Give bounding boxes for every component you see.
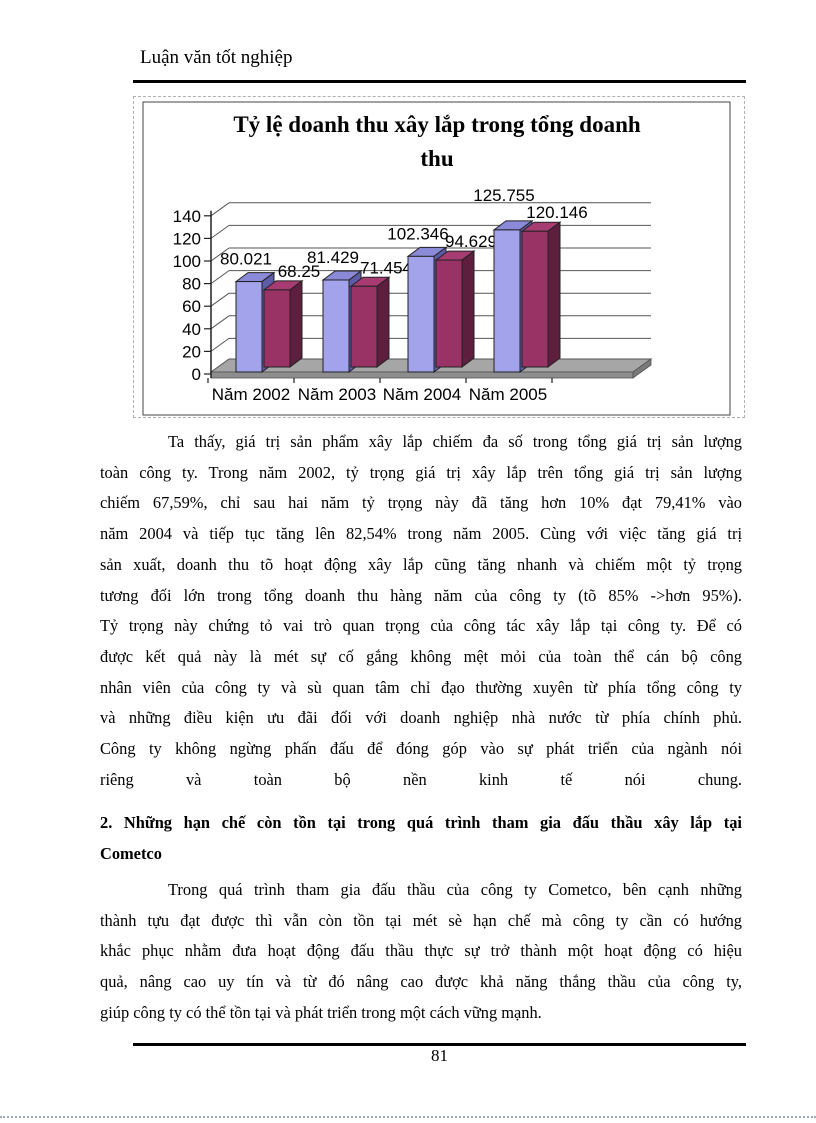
- bar-series2-4-front: [521, 230, 549, 368]
- data-label-series2: 120.146: [526, 203, 587, 222]
- text-line: chiếm 67,59%, chỉ sau hai năm tỷ trọng n…: [100, 493, 742, 513]
- bar-series2-1-front: [263, 289, 291, 368]
- y-tick-label: 20: [182, 342, 201, 361]
- bar-series2-3-front: [435, 259, 463, 368]
- bar-series1-2-front: [322, 279, 350, 373]
- header-rule: [133, 80, 746, 83]
- chart-title-line1: Tỷ lệ doanh thu xây lắp trong tổng doanh: [233, 112, 641, 137]
- text-line: riêng và toàn bộ nền kinh tế nói chung.: [100, 769, 742, 789]
- gridline-connector: [210, 337, 230, 352]
- section-heading-limitations: 2. Những hạn chế còn tồn tại trong quá t…: [100, 808, 742, 869]
- revenue-ratio-3d-bar-chart: Tỷ lệ doanh thu xây lắp trong tổng doanh…: [142, 101, 731, 416]
- paragraph-revenue-analysis: Ta thấy, giá trị sản phẩm xây lắp chiếm …: [100, 427, 742, 795]
- data-label-series2: 94.629: [445, 232, 497, 251]
- paragraph-limitations-intro: Trong quá trình tham gia đấu thầu của cô…: [100, 875, 742, 1029]
- bar-series1-4-front: [493, 229, 521, 373]
- footer-rule: [133, 1043, 746, 1046]
- text-line: khắc phục nhằm đưa hoạt động đấu thầu th…: [100, 941, 742, 961]
- text-line: sản xuất, doanh thu tõ hoạt động xây lắp…: [100, 554, 742, 574]
- text-line: được kết quả này là mét sự cố gắng không…: [100, 646, 742, 666]
- bar-series2-2-side: [376, 276, 390, 368]
- y-tick-label: 0: [192, 365, 201, 384]
- data-label-series1: 102.346: [387, 224, 448, 243]
- bar-series2-3-side: [461, 250, 475, 368]
- bar-series2-1-side: [289, 279, 303, 368]
- text-line: Công ty không ngừng phấn đấu để đóng góp…: [100, 739, 742, 759]
- text-line: Ta thấy, giá trị sản phẩm xây lắp chiếm …: [168, 432, 742, 451]
- bar-series1-1-front: [235, 281, 263, 373]
- bar-series2-2-front: [350, 285, 378, 368]
- data-label-series2: 68.25: [278, 262, 321, 281]
- text-line: năm 2004 và tiếp tục tăng lên 82,54% tro…: [100, 524, 742, 544]
- data-label-series2: 71.454: [360, 258, 412, 277]
- y-tick-label: 100: [173, 252, 201, 271]
- chart-frame: Tỷ lệ doanh thu xây lắp trong tổng doanh…: [133, 96, 745, 418]
- gridline-connector: [210, 270, 230, 285]
- data-label-series1: 81.429: [307, 248, 359, 267]
- chart-floor-side: [632, 358, 652, 379]
- text-line: tương đối lớn trong tổng doanh thu hàng …: [100, 585, 742, 605]
- y-tick-label: 120: [173, 229, 201, 248]
- page-bottom-dotted-line: [0, 1116, 816, 1118]
- text-line: giúp công ty có thể tồn tại và phát triể…: [100, 1002, 542, 1022]
- bar-series1-3-front: [407, 255, 435, 373]
- gridline-connector: [210, 247, 230, 262]
- gridline-connector: [210, 292, 230, 307]
- category-label: Năm 2004: [383, 385, 461, 404]
- category-label: Năm 2003: [298, 385, 376, 404]
- text-line: và những điều kiện ưu đãi đối với doanh …: [100, 708, 742, 728]
- y-tick-label: 40: [182, 320, 201, 339]
- chart-title-line2: thu: [420, 146, 453, 171]
- data-label-series1: 125.755: [473, 186, 534, 205]
- text-line: nhân viên của công ty và sù quan tâm chỉ…: [100, 677, 742, 697]
- text-line: thành tựu đạt được thì vẫn còn tồn tại m…: [100, 910, 742, 930]
- chart-floor-front: [210, 371, 634, 379]
- text-line: quả, nâng cao uy tín và từ đó nâng cao đ…: [100, 972, 742, 992]
- text-line: Cometco: [100, 843, 162, 863]
- data-label-series1: 80.021: [220, 250, 272, 269]
- y-tick-label: 140: [173, 207, 201, 226]
- category-label: Năm 2005: [469, 385, 547, 404]
- gridline-connector: [210, 202, 230, 217]
- y-tick-label: 80: [182, 275, 201, 294]
- page-header-title: Luận văn tốt nghiệp: [140, 47, 293, 68]
- y-tick-label: 60: [182, 297, 201, 316]
- bar-series2-4-side: [547, 221, 561, 368]
- text-line: Tỷ trọng này chứng tỏ vai trò quan trọng…: [100, 616, 742, 636]
- chart-inner-border: [142, 101, 731, 416]
- category-label: Năm 2002: [212, 385, 290, 404]
- gridline-connector: [210, 224, 230, 239]
- text-line: Trong quá trình tham gia đấu thầu của cô…: [168, 880, 742, 899]
- gridline-connector: [210, 315, 230, 330]
- text-line: toàn công ty. Trong năm 2002, tỷ trọng g…: [100, 462, 742, 482]
- page-number: 81: [431, 1046, 448, 1065]
- text-line: 2. Những hạn chế còn tồn tại trong quá t…: [100, 813, 742, 832]
